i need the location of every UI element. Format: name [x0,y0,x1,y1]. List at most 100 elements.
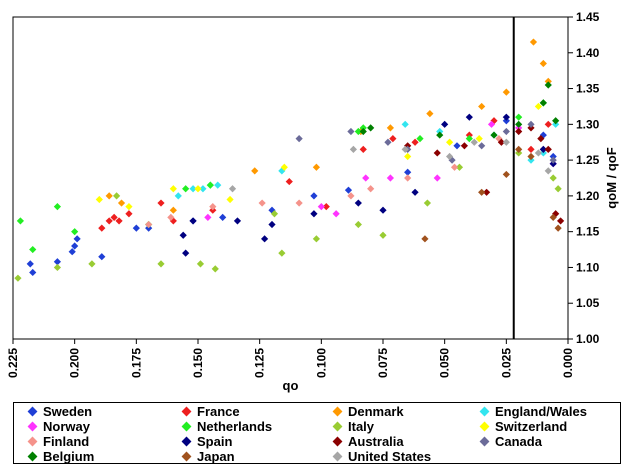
x-tick-label: 0.150 [191,348,205,378]
data-point-sweden [53,258,61,266]
data-point-belgium [436,131,444,139]
data-point-italy [312,235,320,243]
data-point-spain [379,206,387,214]
data-point-finland [367,185,375,193]
data-point-france [285,177,293,186]
data-point-sweden [73,235,81,243]
data-point-spain [310,210,318,218]
data-point-norway [487,120,496,128]
data-point-australia [497,138,505,146]
data-point-france [110,213,118,221]
legend-marker [479,436,490,446]
data-point-belgium [367,124,375,132]
legend-label: United States [348,448,432,464]
legend-item-norway: Norway [26,418,90,434]
data-point-finland [495,135,503,143]
data-point-belgium [490,131,498,139]
data-point-finland [209,203,217,211]
data-point-netherlands [416,135,424,143]
data-point-norway [362,174,370,182]
data-point-belgium [544,81,552,89]
data-point-finland [295,199,303,207]
legend-label: Japan [197,448,235,464]
legend-label: Sweden [43,403,93,419]
legend-item-united-states: United States [331,448,432,464]
legend-label: Belgium [43,448,95,464]
data-point-italy [554,185,562,193]
data-point-england-wales [401,120,409,128]
legend-label: France [197,403,240,419]
data-point-switzerland [534,102,542,111]
data-point-netherlands [182,185,190,193]
data-point-sweden [310,192,318,200]
data-point-italy [379,231,387,239]
data-point-canada [347,127,355,136]
data-point-denmark [529,38,538,46]
legend-label: Switzerland [495,418,568,434]
data-point-england-wales [189,185,197,193]
y-tick-label: 1.45 [576,10,600,24]
data-point-sweden [132,224,140,232]
data-point-france [98,224,106,232]
data-point-england-wales [278,167,286,175]
data-point-denmark [502,88,510,96]
data-point-finland [145,220,153,229]
legend-marker [332,406,343,416]
data-point-italy [113,192,121,200]
data-point-finland [347,192,355,200]
legend: Sweden France Denmark England/Wales Norway Ne… [13,402,621,464]
legend-label: Spain [197,433,233,449]
data-point-norway [386,174,394,182]
data-point-italy [53,263,61,272]
legend-marker [332,421,343,431]
legend-item-england-wales: England/Wales [478,404,587,419]
legend-marker [27,436,38,446]
data-point-italy [196,260,205,268]
data-point-sweden [219,213,227,221]
data-point-spain [411,188,419,196]
data-point-france [322,203,330,211]
legend-item-sweden: Sweden [26,403,93,419]
data-point-denmark [539,59,547,68]
legend-item-spain: Spain [180,433,233,449]
data-point-switzerland [125,203,133,211]
data-point-spain [354,199,362,207]
x-tick-label: 0.175 [129,348,143,378]
legend-marker [332,451,343,461]
data-point-spain [441,120,449,128]
legend-item-netherlands: Netherlands [180,419,272,434]
data-point-finland [450,163,459,171]
data-point-sweden [68,248,76,256]
data-point-australia [483,188,491,196]
data-point-australia [537,135,545,143]
y-tick-label: 1.15 [576,225,600,239]
data-point-australia [544,145,552,153]
data-point-france [527,145,535,153]
data-point-sweden [453,142,461,150]
data-point-united-states [534,149,542,157]
data-point-netherlands [206,181,214,189]
data-point-canada [295,135,303,143]
data-point-united-states [544,167,552,175]
data-point-united-states [401,145,409,153]
data-point-italy [423,199,431,207]
data-point-australia [460,142,468,150]
y-tick-label: 1.05 [576,296,600,310]
data-point-united-states [446,152,454,161]
legend-label: Finland [43,433,90,449]
legend-label: Norway [43,418,90,434]
data-point-denmark [478,102,486,111]
data-point-spain [465,113,473,121]
data-point-spain [539,145,547,153]
data-point-italy [88,260,96,268]
data-point-belgium [359,127,367,136]
data-point-united-states [228,185,237,193]
legend-marker [181,451,192,461]
data-point-italy [354,220,362,229]
data-point-canada [502,127,510,136]
legend-marker [181,436,192,446]
x-tick-label: 0.025 [499,348,513,378]
data-point-italy [211,265,219,273]
data-point-spain [179,231,187,239]
legend-label: Denmark [348,403,404,419]
